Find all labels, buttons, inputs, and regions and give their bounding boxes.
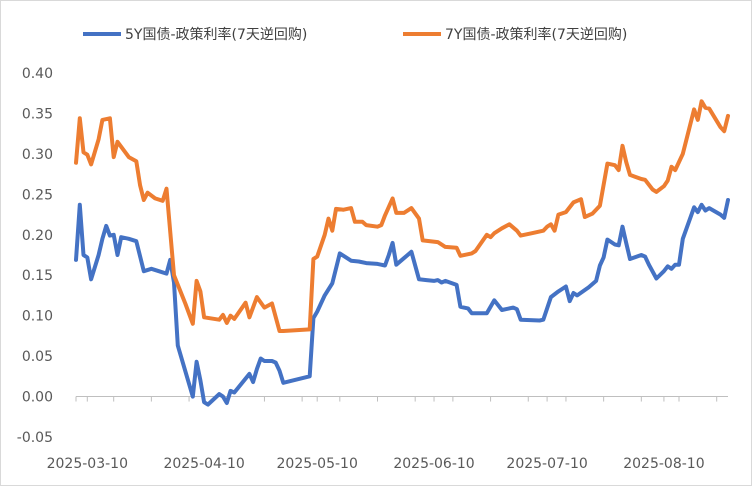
legend: 5Y国债-政策利率(7天逆回购) 7Y国债-政策利率(7天逆回购): [83, 26, 627, 43]
y-axis-tick-labels: 0.40 0.35 0.30 0.25 0.20 0.15 0.10 0.05 0.00 -0.0…: [17, 66, 53, 446]
x-tick-label: 2025-05-10: [277, 456, 358, 472]
y-tick-label: 0.00: [22, 390, 53, 406]
x-tick-label: 2025-03-10: [47, 456, 128, 472]
series-line-7y: [74, 99, 730, 333]
y-tick-label: 0.40: [22, 66, 53, 82]
x-axis: [75, 396, 728, 402]
y-tick-label: 0.05: [22, 349, 53, 365]
y-tick-label: 0.10: [22, 309, 53, 325]
series-layer: [74, 99, 730, 407]
y-tick-label: 0.20: [22, 228, 53, 244]
y-tick-label: 0.25: [22, 187, 53, 203]
legend-label-5y: 5Y国债-政策利率(7天逆回购): [125, 26, 307, 43]
y-tick-label: 0.15: [22, 268, 53, 284]
x-axis-tick-labels: 2025-03-10 2025-04-10 2025-05-10 2025-06-10…: [47, 456, 705, 472]
x-tick-label: 2025-04-10: [163, 456, 244, 472]
x-tick-label: 2025-08-10: [623, 456, 704, 472]
y-tick-label: -0.05: [17, 430, 53, 446]
y-tick-label: 0.35: [22, 106, 53, 122]
legend-label-7y: 7Y国债-政策利率(7天逆回购): [445, 26, 627, 43]
y-tick-label: 0.30: [22, 147, 53, 163]
x-tick-label: 2025-07-10: [506, 456, 587, 472]
series-line-5y: [74, 198, 730, 407]
x-tick-label: 2025-06-10: [393, 456, 474, 472]
